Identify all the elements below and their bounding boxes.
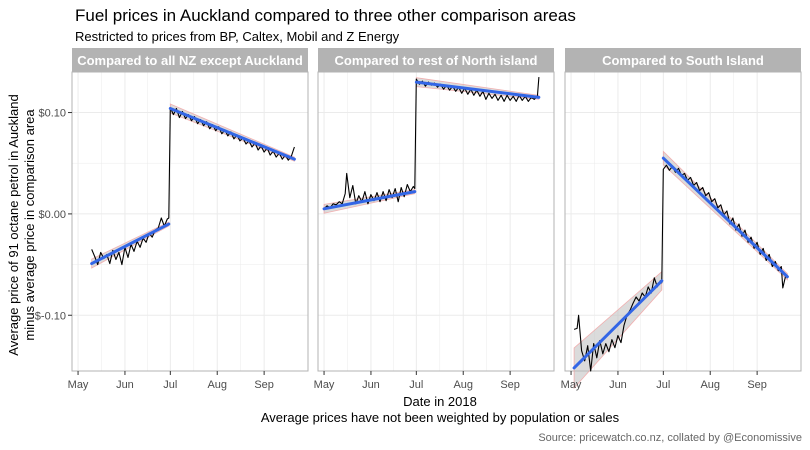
price-difference-line bbox=[91, 106, 295, 266]
panel-title: Compared to South Island bbox=[602, 53, 764, 68]
panel-title: Compared to rest of North island bbox=[335, 53, 538, 68]
x-tick-label: May bbox=[314, 379, 335, 391]
price-difference-line bbox=[323, 77, 540, 210]
chart-title: Fuel prices in Auckland compared to thre… bbox=[75, 6, 576, 25]
x-tick-label: Jun bbox=[116, 379, 134, 391]
x-tick-label: Sep bbox=[747, 379, 767, 391]
y-tick-label: $-0.10 bbox=[35, 310, 66, 322]
x-axis-label: Date in 2018 bbox=[403, 394, 477, 409]
y-tick-label: $0.10 bbox=[38, 108, 66, 120]
y-axis-label-line-2: minus average price in comparison area bbox=[22, 109, 37, 341]
x-tick-label: Aug bbox=[453, 379, 473, 391]
panel-border bbox=[71, 71, 309, 372]
panel-strip bbox=[318, 48, 554, 72]
panel-2: Compared to rest of North island May Jun Ju… bbox=[314, 48, 555, 391]
x-axis-note: Average prices have not been weighted by… bbox=[261, 410, 620, 425]
panel-3: Compared to South Island May Jun Jul Aug Sep bbox=[561, 48, 802, 391]
x-tick-label: Jul bbox=[409, 379, 423, 391]
panel-title: Compared to all NZ except Auckland bbox=[77, 53, 303, 68]
trend-line bbox=[661, 156, 789, 279]
trend-line bbox=[322, 190, 417, 211]
panel-border bbox=[317, 71, 555, 372]
trend-line bbox=[90, 222, 171, 266]
trend-line bbox=[572, 279, 664, 370]
chart-caption: Source: pricewatch.co.nz, collated by @E… bbox=[538, 432, 802, 444]
panel-border bbox=[564, 71, 802, 372]
price-difference-line bbox=[573, 164, 788, 372]
x-tick-label: Sep bbox=[254, 379, 274, 391]
x-tick-label: Jun bbox=[609, 379, 627, 391]
x-tick-label: May bbox=[68, 379, 89, 391]
x-tick-label: Aug bbox=[700, 379, 720, 391]
panel-1: Compared to all NZ except Auckland May Jun… bbox=[35, 48, 309, 391]
trend-line bbox=[414, 80, 541, 99]
panel-strip bbox=[72, 48, 308, 72]
x-tick-label: Sep bbox=[500, 379, 520, 391]
x-tick-label: Jun bbox=[362, 379, 380, 391]
x-tick-label: Jul bbox=[656, 379, 670, 391]
x-tick-label: Jul bbox=[163, 379, 177, 391]
chart-subtitle: Restricted to prices from BP, Caltex, Mo… bbox=[75, 29, 400, 44]
x-tick-label: Aug bbox=[207, 379, 227, 391]
panels: Compared to all NZ except Auckland May Jun… bbox=[35, 48, 802, 391]
trend-line bbox=[168, 106, 296, 161]
x-tick-label: May bbox=[561, 379, 582, 391]
y-axis-label-line-1: Average price of 91 octane petrol in Auc… bbox=[6, 94, 21, 355]
panel-strip bbox=[565, 48, 801, 72]
y-tick-label: $0.00 bbox=[38, 209, 66, 221]
